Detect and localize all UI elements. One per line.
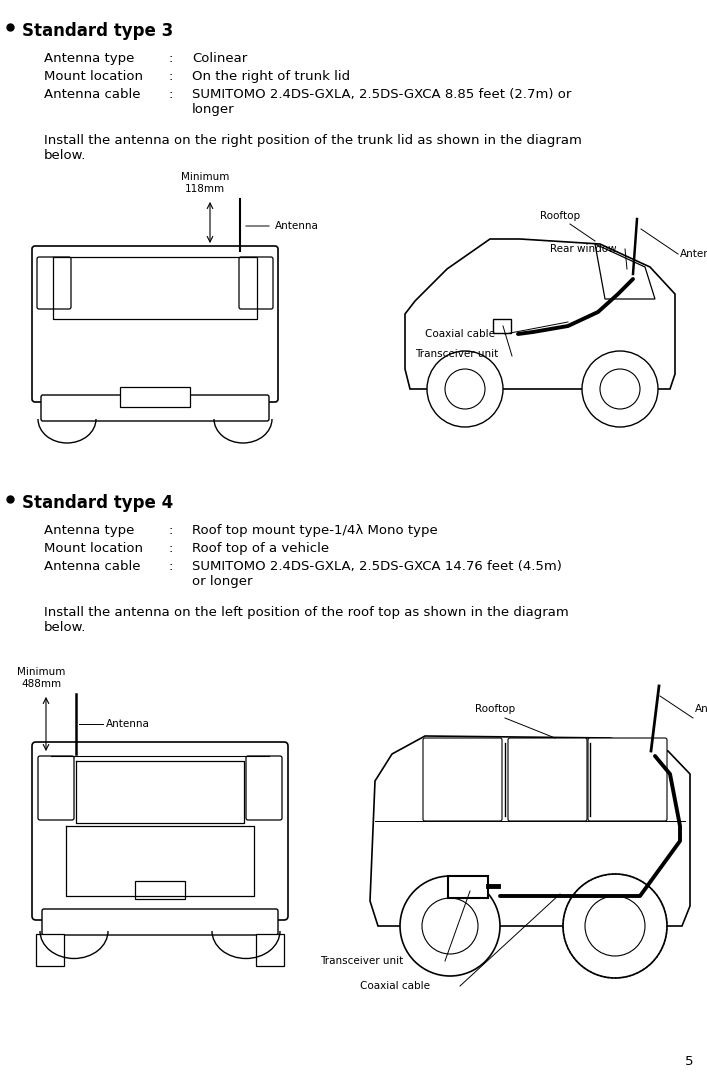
Bar [256, 934, 284, 966]
Text: Install the antenna on the left position of the roof top as shown in the diagram: Install the antenna on the left position… [44, 606, 568, 634]
Polygon shape [595, 244, 655, 299]
Circle shape [563, 874, 667, 978]
Text: :: : [168, 542, 173, 555]
Text: Coaxial cable: Coaxial cable [425, 329, 495, 339]
Circle shape [585, 896, 645, 956]
Text: Rooftop: Rooftop [475, 704, 515, 714]
Text: Coaxial cable: Coaxial cable [360, 981, 430, 991]
Text: :: : [168, 88, 173, 101]
FancyBboxPatch shape [588, 738, 667, 821]
FancyBboxPatch shape [37, 257, 71, 309]
FancyBboxPatch shape [41, 395, 269, 421]
Text: SUMITOMO 2.4DS-GXLA, 2.5DS-GXCA 8.85 feet (2.7m) or
longer: SUMITOMO 2.4DS-GXLA, 2.5DS-GXCA 8.85 fee… [192, 88, 571, 117]
Bar [120, 387, 190, 407]
Text: On the right of trunk lid: On the right of trunk lid [192, 70, 350, 83]
Text: Mount location: Mount location [44, 70, 143, 83]
Text: Antenna: Antenna [680, 249, 707, 259]
Text: Roof top of a vehicle: Roof top of a vehicle [192, 542, 329, 555]
FancyBboxPatch shape [508, 738, 587, 821]
Text: Antenna cable: Antenna cable [44, 88, 141, 101]
Bar [135, 880, 185, 899]
Text: Minimum
118mm: Minimum 118mm [181, 173, 229, 194]
Text: :: : [168, 52, 173, 65]
Text: Antenna type: Antenna type [44, 52, 134, 65]
Polygon shape [405, 240, 675, 390]
Circle shape [400, 876, 500, 976]
Text: SUMITOMO 2.4DS-GXLA, 2.5DS-GXCA 14.76 feet (4.5m)
or longer: SUMITOMO 2.4DS-GXLA, 2.5DS-GXCA 14.76 fe… [192, 560, 562, 588]
Text: Mount location: Mount location [44, 542, 143, 555]
Text: :: : [168, 560, 173, 573]
Polygon shape [370, 736, 690, 926]
FancyBboxPatch shape [38, 756, 74, 820]
Bar [448, 876, 488, 898]
Circle shape [582, 351, 658, 427]
Text: Antenna: Antenna [695, 704, 707, 714]
FancyBboxPatch shape [42, 909, 278, 935]
Bar [36, 934, 64, 966]
Text: Standard type 4: Standard type 4 [22, 494, 173, 513]
Text: Antenna: Antenna [106, 719, 150, 729]
Text: Antenna: Antenna [275, 221, 319, 231]
Text: Transceiver unit: Transceiver unit [320, 956, 403, 966]
FancyBboxPatch shape [246, 756, 282, 820]
Text: 5: 5 [684, 1055, 693, 1068]
Text: Antenna cable: Antenna cable [44, 560, 141, 573]
Circle shape [445, 369, 485, 409]
Text: Transceiver unit: Transceiver unit [415, 349, 498, 359]
FancyBboxPatch shape [32, 246, 278, 402]
Text: Roof top mount type-1/4λ Mono type: Roof top mount type-1/4λ Mono type [192, 524, 438, 537]
Text: Standard type 3: Standard type 3 [22, 22, 173, 40]
Circle shape [600, 369, 640, 409]
Text: Install the antenna on the right position of the trunk lid as shown in the diagr: Install the antenna on the right positio… [44, 134, 582, 162]
Text: :: : [168, 524, 173, 537]
Text: :: : [168, 70, 173, 83]
Text: Antenna type: Antenna type [44, 524, 134, 537]
FancyBboxPatch shape [423, 738, 502, 821]
Circle shape [422, 898, 478, 954]
Text: Rear window: Rear window [550, 244, 617, 254]
Text: Rooftop: Rooftop [540, 211, 580, 221]
Text: Colinear: Colinear [192, 52, 247, 65]
Circle shape [427, 351, 503, 427]
Bar [493, 319, 511, 333]
Text: Minimum
488mm: Minimum 488mm [17, 668, 65, 689]
FancyBboxPatch shape [32, 742, 288, 920]
FancyBboxPatch shape [239, 257, 273, 309]
